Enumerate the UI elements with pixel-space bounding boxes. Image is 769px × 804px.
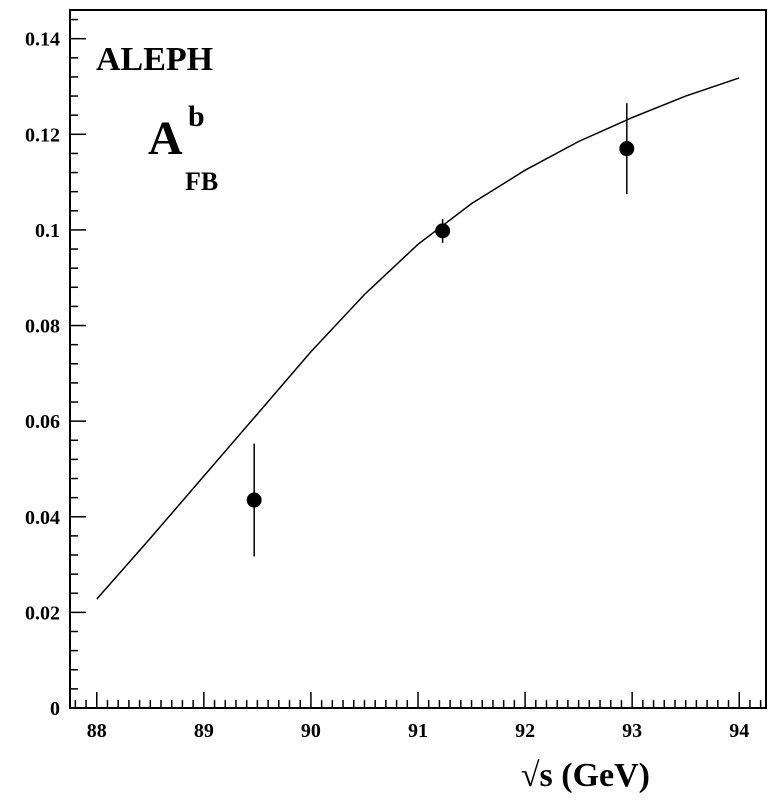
y-tick-label: 0.14 [25, 29, 60, 51]
data-point [619, 141, 635, 157]
y-tick-label: 0 [50, 698, 60, 720]
x-tick-label: 92 [515, 720, 535, 742]
axis-ticks [70, 18, 762, 709]
observable-label: A [148, 112, 183, 165]
data-point [246, 492, 262, 508]
y-tick-label: 0.08 [25, 316, 60, 338]
x-axis-label: √s (GeV) [521, 757, 650, 794]
data-points [246, 103, 635, 557]
y-tick-label: 0.12 [25, 124, 60, 146]
y-tick-label: 0.1 [35, 220, 60, 242]
y-tick-label: 0.02 [25, 602, 60, 624]
x-tick-label: 91 [408, 720, 428, 742]
y-tick-label: 0.04 [25, 507, 60, 529]
observable-superscript: b [188, 100, 205, 133]
experiment-label: ALEPH [96, 41, 213, 78]
x-tick-label: 93 [622, 720, 642, 742]
observable-subscript: FB [185, 167, 218, 196]
x-tick-label: 88 [87, 720, 107, 742]
x-tick-label: 94 [729, 720, 749, 742]
x-tick-labels: 88 89 90 91 92 93 94 [87, 720, 749, 742]
x-tick-label: 89 [194, 720, 214, 742]
x-tick-label: 90 [301, 720, 321, 742]
data-point [435, 223, 451, 239]
y-tick-label: 0.06 [25, 411, 60, 433]
y-tick-labels: 0 0.02 0.04 0.06 0.08 0.1 0.12 0.14 [25, 29, 60, 720]
sm-curve [96, 77, 740, 600]
